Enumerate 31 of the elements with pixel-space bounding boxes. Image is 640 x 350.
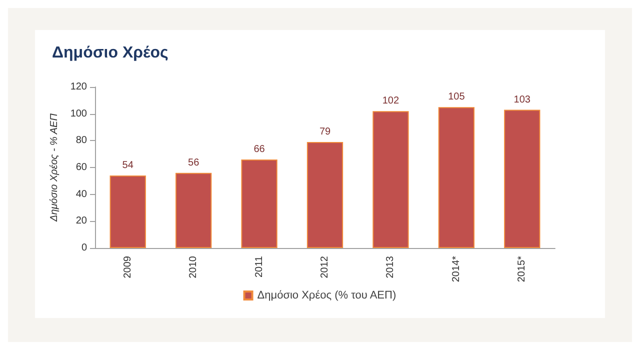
y-tick-label: 0 xyxy=(81,242,88,254)
y-tick-label: 80 xyxy=(76,135,88,146)
x-tick-label: 2011 xyxy=(254,256,265,278)
y-tick-label: 20 xyxy=(76,216,88,227)
bar xyxy=(176,172,212,248)
data-label: 79 xyxy=(319,126,331,138)
y-tick-label: 60 xyxy=(76,162,88,173)
bar xyxy=(241,159,278,248)
x-tick-label: 2015* xyxy=(516,256,528,282)
x-tick-label: 2010 xyxy=(188,256,200,278)
bar xyxy=(504,110,540,248)
chart-title: Δημόσιο Χρέος xyxy=(52,44,168,62)
y-tick-label: 120 xyxy=(70,82,88,92)
x-tick-label: 2012 xyxy=(320,256,330,278)
x-tick-label: 2013 xyxy=(385,256,396,278)
x-tick-label: 2014* xyxy=(450,256,462,282)
data-label: 105 xyxy=(448,92,466,103)
data-label: 103 xyxy=(514,94,531,106)
data-label: 66 xyxy=(254,144,266,155)
bar xyxy=(372,111,409,248)
bar xyxy=(306,142,344,248)
data-label: 102 xyxy=(382,96,400,107)
legend-label: Δημόσιο Χρέος (% του ΑΕΠ) xyxy=(257,290,396,302)
y-axis-title: Δημόσιο Χρέος - % ΑΕΠ xyxy=(48,112,60,222)
data-label: 54 xyxy=(122,160,134,172)
x-tick-label: 2009 xyxy=(122,256,134,278)
bar xyxy=(438,107,474,248)
data-label: 56 xyxy=(188,157,200,168)
y-tick-label: 40 xyxy=(76,188,88,200)
y-tick-label: 100 xyxy=(70,108,88,120)
bar xyxy=(110,176,146,248)
